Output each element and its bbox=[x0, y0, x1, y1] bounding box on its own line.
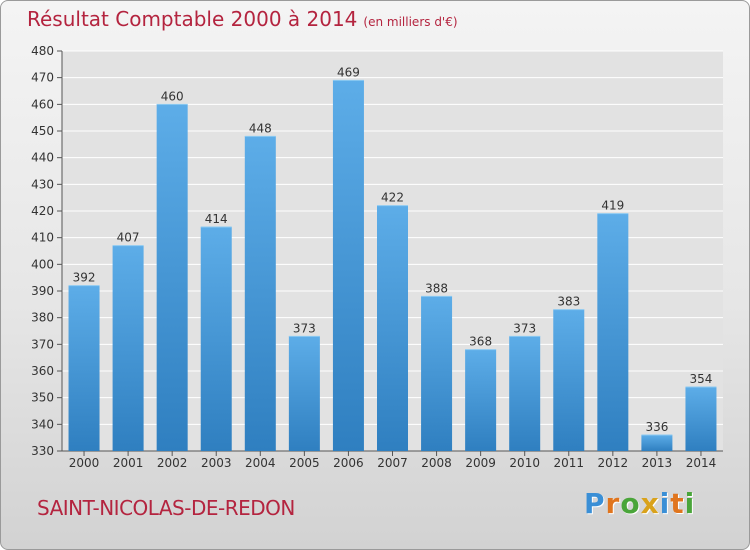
y-tick-label: 390 bbox=[31, 284, 54, 298]
y-tick-label: 440 bbox=[31, 151, 54, 165]
bar bbox=[685, 387, 717, 451]
data-label: 460 bbox=[161, 89, 184, 103]
data-label: 388 bbox=[425, 281, 448, 295]
x-tick-label: 2003 bbox=[201, 456, 232, 470]
y-tick-label: 370 bbox=[31, 337, 54, 351]
data-label: 354 bbox=[690, 372, 713, 386]
data-label: 414 bbox=[205, 212, 228, 226]
bar bbox=[156, 104, 188, 451]
bar bbox=[377, 205, 408, 451]
data-label: 419 bbox=[601, 199, 624, 213]
chart-subtitle: (en milliers d'€) bbox=[363, 15, 458, 29]
y-tick-label: 330 bbox=[31, 444, 54, 458]
x-tick-label: 2011 bbox=[553, 456, 584, 470]
y-tick-label: 350 bbox=[31, 391, 54, 405]
data-label: 422 bbox=[381, 191, 404, 205]
data-label: 469 bbox=[337, 65, 360, 79]
y-tick-label: 450 bbox=[31, 124, 54, 138]
x-tick-label: 2005 bbox=[289, 456, 320, 470]
x-tick-label: 2013 bbox=[642, 456, 673, 470]
x-tick-label: 2001 bbox=[113, 456, 144, 470]
x-tick-label: 2014 bbox=[686, 456, 717, 470]
data-label: 373 bbox=[293, 321, 316, 335]
chart-title: Résultat Comptable 2000 à 2014 (en millie… bbox=[27, 7, 458, 31]
x-tick-label: 2004 bbox=[245, 456, 276, 470]
y-tick-label: 380 bbox=[31, 311, 54, 325]
y-tick-label: 460 bbox=[31, 97, 54, 111]
bar bbox=[68, 285, 100, 451]
data-label: 448 bbox=[249, 121, 272, 135]
x-tick-label: 2007 bbox=[377, 456, 408, 470]
x-tick-label: 2002 bbox=[157, 456, 188, 470]
bar bbox=[421, 296, 453, 451]
bar bbox=[244, 136, 276, 452]
logo-letter: i bbox=[659, 487, 671, 520]
bar bbox=[597, 213, 629, 451]
x-tick-label: 2000 bbox=[69, 456, 100, 470]
bar bbox=[288, 336, 320, 451]
bar bbox=[553, 309, 585, 451]
data-label: 392 bbox=[73, 271, 96, 285]
chart-title-text: Résultat Comptable 2000 à 2014 bbox=[27, 7, 358, 31]
bar bbox=[112, 245, 144, 451]
data-label: 373 bbox=[513, 321, 536, 335]
y-tick-label: 360 bbox=[31, 364, 54, 378]
bar bbox=[332, 80, 364, 451]
bar bbox=[200, 227, 232, 451]
x-tick-label: 2009 bbox=[465, 456, 496, 470]
logo-letter: t bbox=[670, 487, 685, 520]
logo-letter: x bbox=[640, 487, 660, 520]
y-tick-label: 470 bbox=[31, 71, 54, 85]
x-tick-label: 2010 bbox=[509, 456, 540, 470]
y-tick-label: 410 bbox=[31, 231, 54, 245]
y-tick-label: 420 bbox=[31, 204, 54, 218]
bar bbox=[641, 435, 673, 451]
logo-letter: i bbox=[684, 487, 696, 520]
bar bbox=[465, 349, 497, 451]
x-tick-label: 2012 bbox=[598, 456, 629, 470]
y-tick-label: 430 bbox=[31, 177, 54, 191]
proxiti-logo[interactable]: Proxiti bbox=[584, 487, 695, 520]
logo-letter: o bbox=[620, 487, 641, 520]
data-label: 383 bbox=[557, 295, 580, 309]
y-tick-label: 400 bbox=[31, 257, 54, 271]
data-label: 368 bbox=[469, 335, 492, 349]
x-tick-label: 2006 bbox=[333, 456, 364, 470]
bar bbox=[509, 336, 541, 451]
data-label: 336 bbox=[645, 420, 668, 434]
logo-letter: P bbox=[584, 487, 606, 520]
commune-name: SAINT-NICOLAS-DE-REDON bbox=[37, 496, 295, 520]
y-tick-label: 480 bbox=[31, 44, 54, 58]
data-label: 407 bbox=[117, 231, 140, 245]
logo-letter: r bbox=[605, 487, 621, 520]
x-tick-label: 2008 bbox=[421, 456, 452, 470]
y-tick-label: 340 bbox=[31, 417, 54, 431]
